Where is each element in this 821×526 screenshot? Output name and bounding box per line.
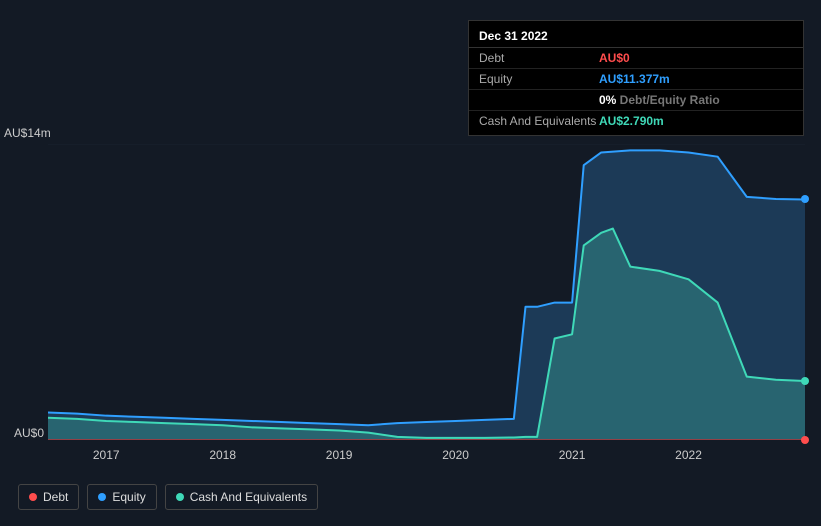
x-axis-tick: 2018 [209,448,236,462]
legend: Debt Equity Cash And Equivalents [18,484,318,510]
tooltip-row: DebtAU$0 [469,48,803,69]
tooltip-row-value: AU$11.377m [599,72,670,86]
legend-label: Debt [43,490,68,504]
tooltip-row: Cash And EquivalentsAU$2.790m [469,111,803,131]
tooltip-date: Dec 31 2022 [469,25,803,48]
legend-label: Cash And Equivalents [190,490,307,504]
series-end-marker [801,195,809,203]
legend-dot-icon [98,493,106,501]
legend-item[interactable]: Equity [87,484,156,510]
legend-item[interactable]: Cash And Equivalents [165,484,318,510]
legend-dot-icon [176,493,184,501]
y-axis-max-label: AU$14m [4,126,51,140]
x-axis-tick: 2022 [675,448,702,462]
tooltip-row-label: Equity [479,72,599,86]
data-tooltip: Dec 31 2022 DebtAU$0EquityAU$11.377m0% D… [468,20,804,136]
x-axis-tick: 2017 [93,448,120,462]
x-axis-tick: 2019 [326,448,353,462]
x-axis-tick: 2021 [559,448,586,462]
x-axis-tick: 2020 [442,448,469,462]
tooltip-row-value: AU$0 [599,51,630,65]
tooltip-row: 0% Debt/Equity Ratio [469,90,803,111]
area-chart [48,144,805,440]
tooltip-row-value: 0% Debt/Equity Ratio [599,93,720,107]
series-end-marker [801,377,809,385]
tooltip-row-label: Debt [479,51,599,65]
tooltip-row-label [479,93,599,107]
legend-item[interactable]: Debt [18,484,79,510]
tooltip-row-value: AU$2.790m [599,114,664,128]
tooltip-row-suffix: Debt/Equity Ratio [616,93,719,107]
tooltip-row-label: Cash And Equivalents [479,114,599,128]
tooltip-row: EquityAU$11.377m [469,69,803,90]
legend-label: Equity [112,490,145,504]
legend-dot-icon [29,493,37,501]
y-axis-min-label: AU$0 [14,426,44,440]
series-end-marker [801,436,809,444]
